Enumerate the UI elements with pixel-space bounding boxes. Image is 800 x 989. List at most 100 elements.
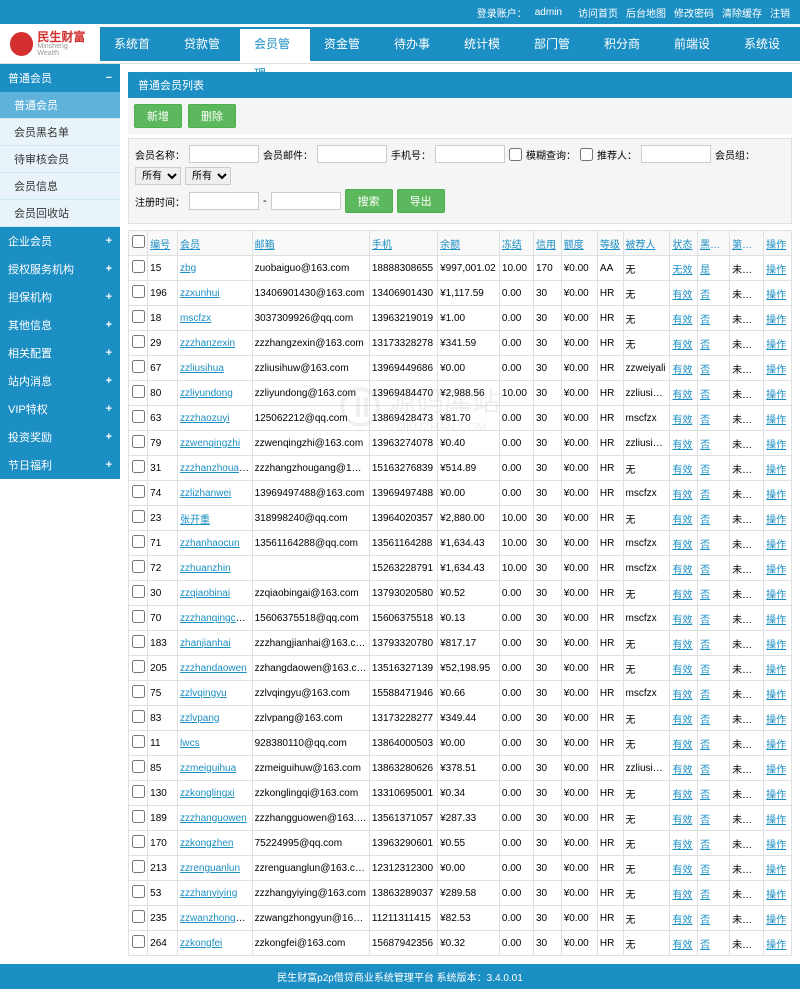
row-checkbox[interactable] [132, 860, 145, 873]
row-checkbox[interactable] [132, 760, 145, 773]
row-checkbox[interactable] [132, 335, 145, 348]
top-link[interactable]: 清除缓存 [722, 9, 762, 20]
op-link[interactable]: 操作 [766, 365, 786, 376]
sidebar-item[interactable]: 会员回收站 [0, 200, 120, 227]
row-checkbox[interactable] [132, 685, 145, 698]
blacklist-link[interactable]: 是 [700, 265, 710, 276]
row-checkbox[interactable] [132, 560, 145, 573]
blacklist-link[interactable]: 否 [700, 865, 710, 876]
member-link[interactable]: zzmeiguihua [180, 763, 236, 774]
row-checkbox[interactable] [132, 885, 145, 898]
top-link[interactable]: 修改密码 [674, 9, 714, 20]
status-link[interactable]: 有效 [672, 815, 692, 826]
table-header[interactable]: 邮箱 [252, 231, 369, 256]
row-checkbox[interactable] [132, 585, 145, 598]
table-header[interactable]: 会员 [178, 231, 253, 256]
member-link[interactable]: zhanjianhai [180, 638, 231, 649]
filter-input-regtime-to[interactable] [271, 192, 341, 210]
mainnav-item[interactable]: 统计模块 [450, 27, 520, 61]
op-link[interactable]: 操作 [766, 415, 786, 426]
blacklist-link[interactable]: 否 [700, 290, 710, 301]
member-link[interactable]: zzkongfei [180, 938, 222, 949]
status-link[interactable]: 有效 [672, 565, 692, 576]
row-checkbox[interactable] [132, 260, 145, 273]
status-link[interactable]: 有效 [672, 465, 692, 476]
op-link[interactable]: 操作 [766, 390, 786, 401]
member-link[interactable]: zzzhanzhouang [180, 463, 250, 474]
table-header[interactable]: 黑名单 [698, 231, 730, 256]
row-checkbox[interactable] [132, 285, 145, 298]
status-link[interactable]: 有效 [672, 515, 692, 526]
sidebar-group-header[interactable]: 担保机构+ [0, 283, 120, 311]
mainnav-item[interactable]: 会员管理 [240, 27, 310, 61]
table-header[interactable]: 第三方 [730, 231, 764, 256]
member-link[interactable]: zzzhanguowen [180, 813, 247, 824]
table-header[interactable]: 冻结 [499, 231, 533, 256]
blacklist-link[interactable]: 否 [700, 765, 710, 776]
status-link[interactable]: 无效 [672, 265, 692, 276]
row-checkbox[interactable] [132, 660, 145, 673]
blacklist-link[interactable]: 否 [700, 890, 710, 901]
select-all-checkbox[interactable] [132, 235, 145, 248]
blacklist-link[interactable]: 否 [700, 465, 710, 476]
blacklist-link[interactable]: 否 [700, 490, 710, 501]
member-link[interactable]: zzzhanyiying [180, 888, 237, 899]
mainnav-item[interactable]: 待办事务 [380, 27, 450, 61]
status-link[interactable]: 有效 [672, 790, 692, 801]
member-link[interactable]: zzlizhanwei [180, 488, 231, 499]
sidebar-group-header[interactable]: 投资奖励+ [0, 423, 120, 451]
blacklist-link[interactable]: 否 [700, 365, 710, 376]
op-link[interactable]: 操作 [766, 665, 786, 676]
mainnav-item[interactable]: 系统首页 [100, 27, 170, 61]
member-link[interactable]: zzhuanzhin [180, 563, 231, 574]
row-checkbox[interactable] [132, 635, 145, 648]
table-header[interactable]: 编号 [148, 231, 178, 256]
sidebar-group-header[interactable]: 节日福利+ [0, 451, 120, 479]
member-link[interactable]: lwcs [180, 738, 199, 749]
status-link[interactable]: 有效 [672, 390, 692, 401]
status-link[interactable]: 有效 [672, 665, 692, 676]
op-link[interactable]: 操作 [766, 690, 786, 701]
blacklist-link[interactable]: 否 [700, 390, 710, 401]
status-link[interactable]: 有效 [672, 890, 692, 901]
mainnav-item[interactable]: 前端设置 [660, 27, 730, 61]
mainnav-item[interactable]: 资金管理 [310, 27, 380, 61]
member-link[interactable]: zzzhanzexin [180, 338, 235, 349]
op-link[interactable]: 操作 [766, 840, 786, 851]
filter-check-referrer[interactable] [580, 148, 593, 161]
row-checkbox[interactable] [132, 735, 145, 748]
sidebar-group-header[interactable]: 站内消息+ [0, 367, 120, 395]
top-link[interactable]: 注销 [770, 9, 790, 20]
status-link[interactable]: 有效 [672, 440, 692, 451]
blacklist-link[interactable]: 否 [700, 665, 710, 676]
blacklist-link[interactable]: 否 [700, 565, 710, 576]
blacklist-link[interactable]: 否 [700, 615, 710, 626]
filter-select-group[interactable]: 所有 [135, 167, 181, 185]
row-checkbox[interactable] [132, 710, 145, 723]
table-header[interactable]: 等级 [597, 231, 623, 256]
table-header[interactable]: 余额 [438, 231, 500, 256]
table-header[interactable]: 额度 [561, 231, 597, 256]
member-link[interactable]: zzliyundong [180, 388, 233, 399]
row-checkbox[interactable] [132, 510, 145, 523]
sidebar-item[interactable]: 普通会员 [0, 92, 120, 119]
sidebar-group-header[interactable]: 相关配置+ [0, 339, 120, 367]
sidebar-group-header[interactable]: 其他信息+ [0, 311, 120, 339]
mainnav-item[interactable]: 贷款管理 [170, 27, 240, 61]
table-header[interactable]: 状态 [670, 231, 698, 256]
op-link[interactable]: 操作 [766, 715, 786, 726]
blacklist-link[interactable]: 否 [700, 315, 710, 326]
member-link[interactable]: zzlvqingyu [180, 688, 227, 699]
op-link[interactable]: 操作 [766, 540, 786, 551]
table-header[interactable]: 被荐人 [623, 231, 670, 256]
row-checkbox[interactable] [132, 360, 145, 373]
status-link[interactable]: 有效 [672, 690, 692, 701]
filter-select-all[interactable]: 所有 [185, 167, 231, 185]
member-link[interactable]: zzzhanqingchang [180, 613, 252, 624]
member-link[interactable]: mscfzx [180, 313, 211, 324]
member-link[interactable]: zzliusihua [180, 363, 224, 374]
op-link[interactable]: 操作 [766, 615, 786, 626]
member-link[interactable]: zzwenqingzhi [180, 438, 240, 449]
mainnav-item[interactable]: 部门管理 [520, 27, 590, 61]
op-link[interactable]: 操作 [766, 515, 786, 526]
